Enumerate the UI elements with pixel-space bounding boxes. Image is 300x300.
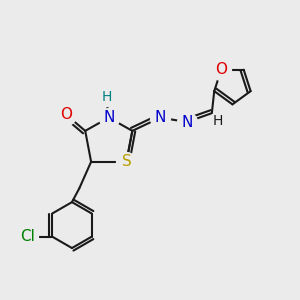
Text: O: O	[215, 62, 227, 77]
Text: N: N	[154, 110, 166, 125]
Text: H: H	[101, 90, 112, 104]
Text: S: S	[122, 154, 131, 169]
Text: Cl: Cl	[20, 229, 35, 244]
Text: H: H	[213, 114, 224, 128]
Text: N: N	[181, 115, 193, 130]
Text: N: N	[103, 110, 115, 125]
Text: O: O	[60, 107, 72, 122]
